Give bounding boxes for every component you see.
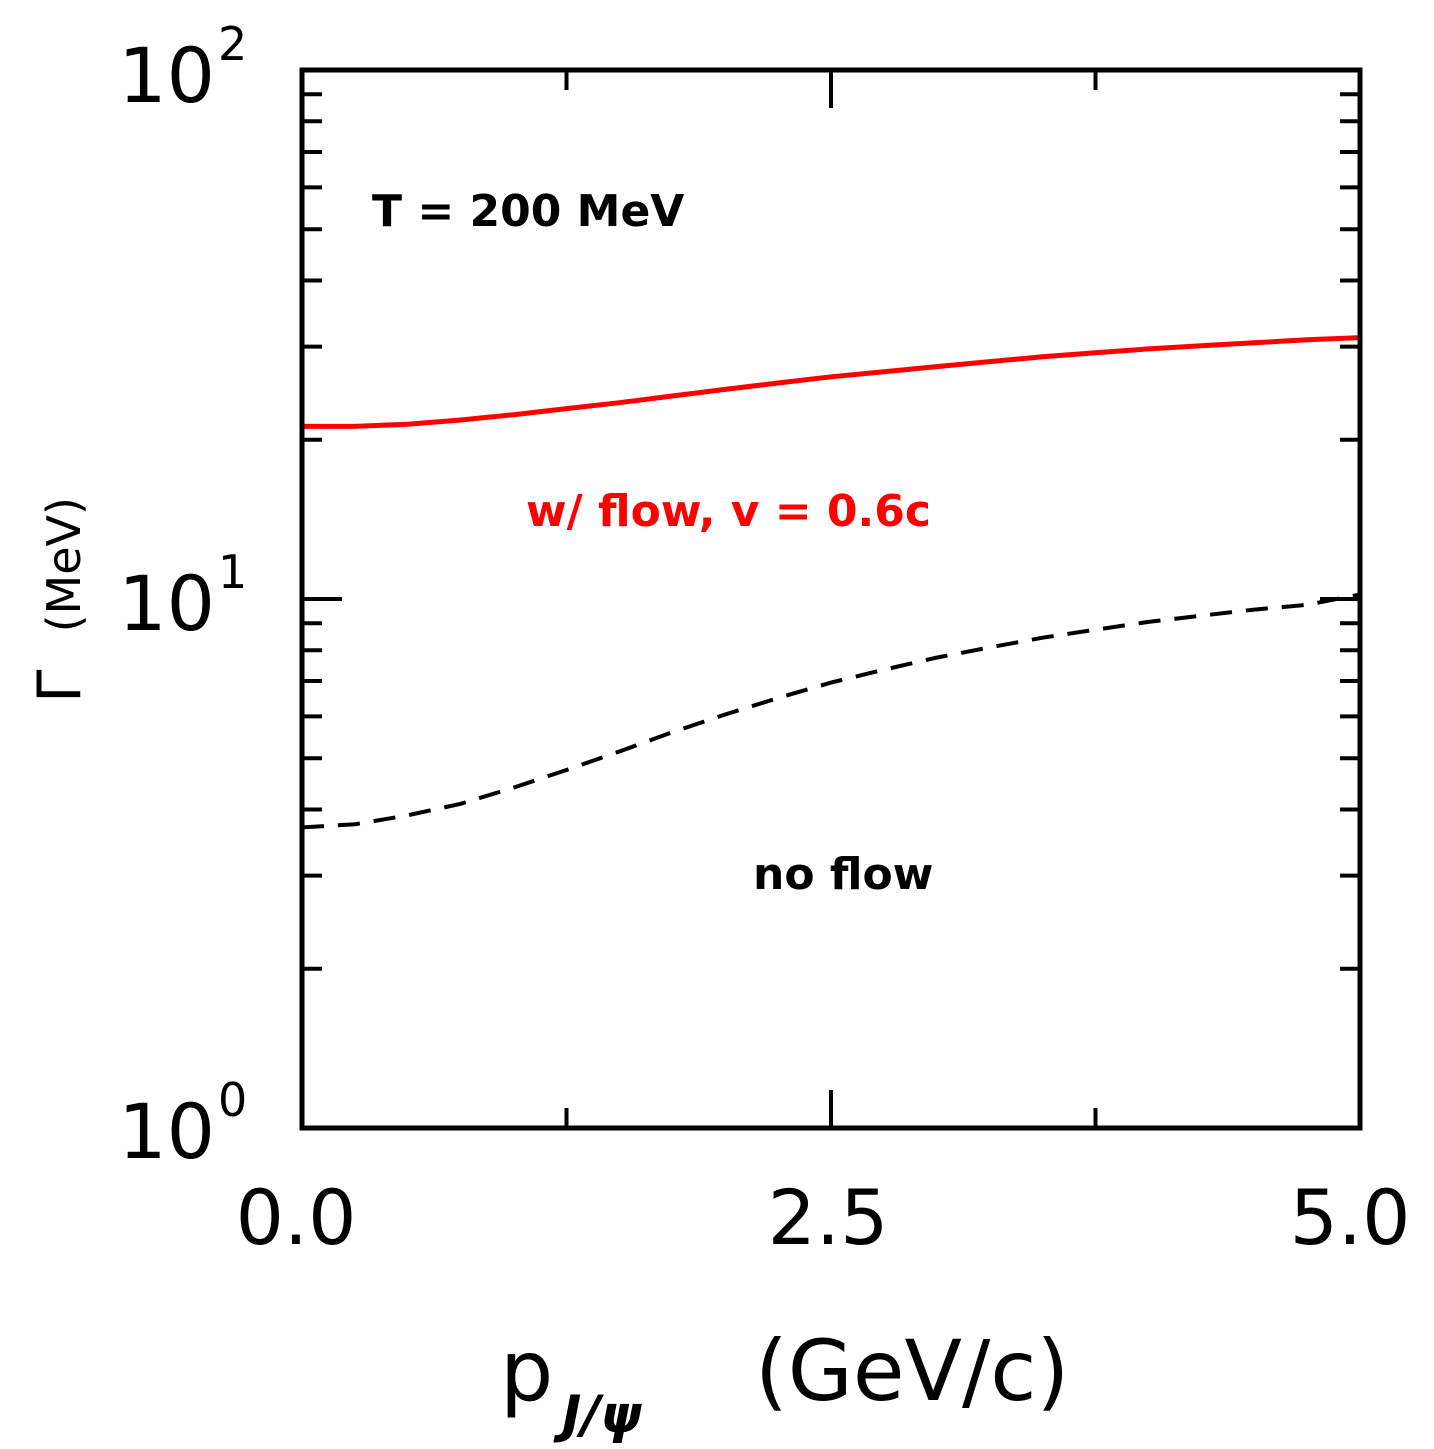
series-layer bbox=[301, 335, 1361, 830]
svg-text:2: 2 bbox=[218, 17, 247, 71]
svg-text:Γ (MeV): Γ (MeV) bbox=[25, 497, 95, 703]
y-tick-label-2: 10 2 bbox=[118, 17, 247, 120]
x-tick-label-0: 0.0 bbox=[236, 1173, 357, 1262]
series-line-with-flow bbox=[302, 335, 1361, 429]
annotation-temperature: T = 200 MeV bbox=[372, 186, 684, 237]
y-axis-unit: (MeV) bbox=[37, 497, 91, 632]
svg-text:1: 1 bbox=[218, 545, 247, 599]
x-tick-label-1: 2.5 bbox=[768, 1173, 889, 1262]
y-tick-label-0: 10 0 bbox=[118, 1073, 247, 1176]
x-axis-subscript: J/ψ bbox=[553, 1385, 642, 1445]
axis-ticks bbox=[300, 70, 1362, 1128]
x-axis-title: p J/ψ (GeV/c) bbox=[500, 1322, 1069, 1445]
x-tick-label-2: 5.0 bbox=[1290, 1173, 1411, 1262]
x-axis-main: p bbox=[500, 1322, 553, 1420]
svg-text:0: 0 bbox=[218, 1073, 247, 1127]
annotation-with-flow: w/ flow, v = 0.6c bbox=[526, 486, 931, 537]
svg-text:10: 10 bbox=[118, 1087, 215, 1176]
svg-text:10: 10 bbox=[118, 31, 215, 120]
annotation-no-flow: no flow bbox=[753, 849, 933, 900]
y-tick-label-1: 10 1 bbox=[118, 545, 247, 648]
plot-frame bbox=[299, 67, 1363, 1131]
y-axis-title: Γ (MeV) bbox=[25, 497, 95, 703]
y-axis-symbol: Γ bbox=[25, 669, 95, 703]
svg-text:10: 10 bbox=[118, 559, 215, 648]
x-axis-unit: (GeV/c) bbox=[755, 1322, 1069, 1420]
series-line-no-flow bbox=[301, 592, 1361, 830]
